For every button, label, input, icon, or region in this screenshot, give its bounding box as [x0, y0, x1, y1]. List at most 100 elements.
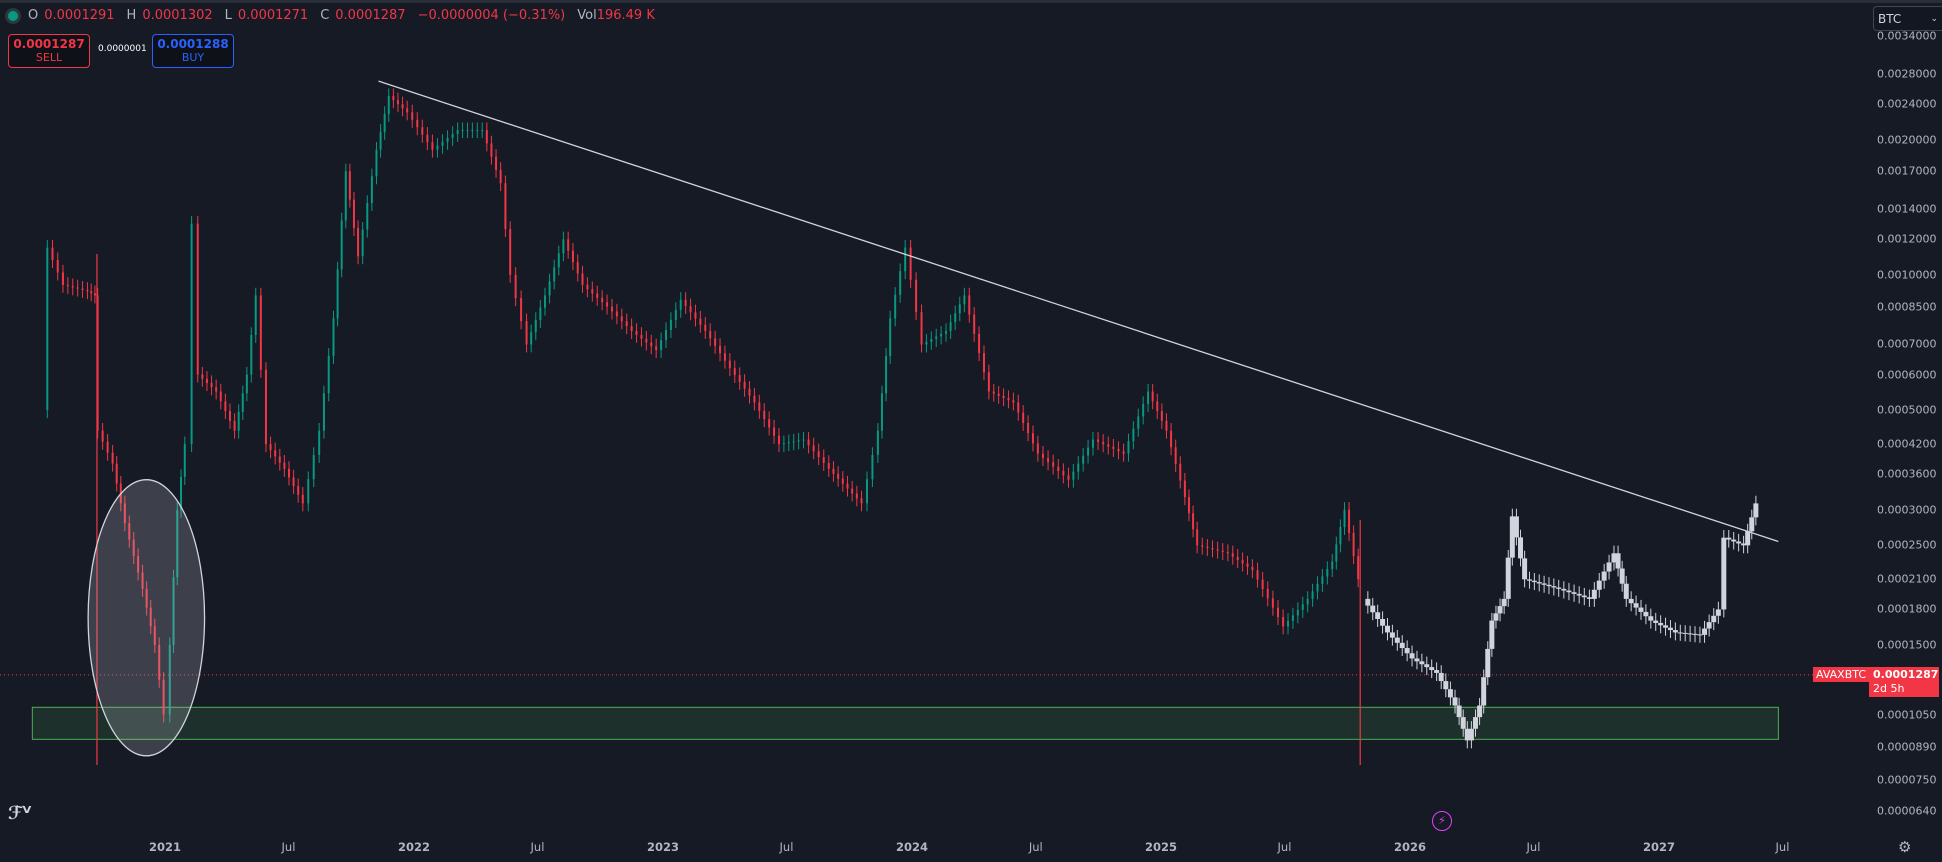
currency-select[interactable]: BTC ⌄	[1873, 6, 1942, 31]
candle	[461, 130, 464, 132]
candle	[860, 498, 863, 504]
lightning-icon[interactable]: ⚡	[1432, 811, 1452, 831]
projection-bar	[1518, 537, 1524, 559]
projection-bar	[1447, 689, 1453, 698]
candle	[1165, 420, 1168, 431]
spread-value: 0.0000001	[98, 44, 147, 54]
candle	[827, 462, 830, 469]
candle	[426, 134, 429, 143]
settings-icon[interactable]: ⚙	[1898, 838, 1912, 856]
y-tick-label: 0.0010000	[1877, 268, 1937, 282]
candle	[431, 142, 434, 150]
candle	[361, 229, 364, 257]
y-tick-label: 0.0006000	[1877, 368, 1937, 382]
candle	[476, 130, 479, 132]
projection-bar	[1566, 590, 1572, 593]
candle	[768, 419, 771, 428]
candle	[679, 299, 682, 310]
candle	[846, 483, 849, 489]
candle	[436, 145, 439, 150]
buy-button[interactable]: 0.0001288 BUY	[152, 34, 234, 68]
candle	[111, 452, 114, 464]
candle	[485, 130, 488, 144]
projection-bar	[1731, 539, 1737, 542]
candle	[982, 353, 985, 373]
candle	[714, 338, 717, 346]
candle	[1072, 471, 1075, 480]
projection-bar	[1505, 557, 1511, 599]
projection-bar	[1753, 503, 1759, 518]
candle	[172, 577, 175, 646]
projection-bar	[1434, 670, 1440, 673]
candle	[421, 127, 424, 135]
projection-bar	[1667, 627, 1673, 631]
candle	[1226, 551, 1229, 554]
candle	[132, 539, 135, 557]
projection-bar	[1658, 622, 1664, 626]
candle	[1187, 497, 1190, 514]
candle	[1287, 620, 1290, 627]
candle	[841, 478, 844, 484]
projection-bar	[1715, 609, 1721, 616]
candle	[392, 96, 395, 101]
candle	[885, 355, 888, 394]
candle	[71, 286, 74, 288]
candle	[495, 156, 498, 170]
candle	[196, 223, 199, 375]
candle	[401, 104, 404, 109]
candle	[264, 369, 267, 445]
candle	[51, 247, 54, 261]
candle	[963, 295, 966, 305]
candle	[210, 383, 213, 388]
candle	[1047, 457, 1050, 463]
candle	[233, 420, 236, 431]
y-tick-label: 0.0017000	[1877, 164, 1937, 178]
candle	[920, 312, 923, 345]
projection-bar	[1509, 516, 1515, 558]
y-tick-label: 0.0000750	[1877, 773, 1937, 787]
candle	[241, 393, 244, 412]
candle	[499, 169, 502, 184]
candle	[297, 486, 300, 495]
top-border	[0, 0, 1942, 3]
candle	[591, 289, 594, 294]
symbol-price-tag: AVAXBTC	[1813, 667, 1870, 682]
candle	[709, 331, 712, 339]
candle	[278, 456, 281, 463]
candle	[219, 391, 222, 402]
candle	[1127, 441, 1130, 454]
candle	[1216, 549, 1219, 551]
candle	[832, 468, 835, 474]
candle	[162, 679, 165, 715]
candle	[101, 430, 104, 442]
candle	[817, 451, 820, 458]
projection-bar	[1606, 562, 1612, 572]
candle	[1031, 433, 1034, 444]
projection-bar	[1551, 586, 1557, 588]
candle	[416, 119, 419, 128]
projection-bar	[1692, 633, 1698, 635]
candle	[446, 137, 449, 142]
candle	[183, 444, 186, 477]
candle	[1251, 566, 1254, 571]
candle	[1311, 591, 1314, 599]
sell-button[interactable]: 0.0001287 SELL	[8, 34, 90, 68]
candle	[1192, 513, 1195, 530]
projection-bar	[1468, 728, 1474, 741]
projection-bar	[1513, 516, 1519, 538]
candle	[553, 267, 556, 282]
y-tick-label: 0.0001050	[1877, 708, 1937, 722]
candle	[1112, 446, 1115, 449]
projection-bar	[1638, 607, 1644, 612]
candle	[655, 346, 658, 351]
candle	[352, 199, 355, 228]
current-price-tag: 0.0001287 2d 5h	[1869, 667, 1939, 697]
tradingview-logo[interactable]: ℱⱽ	[8, 803, 32, 824]
candle	[1211, 547, 1214, 550]
current-price: 0.0001287	[1873, 668, 1939, 681]
projection-bar	[1653, 620, 1659, 623]
candle	[1201, 545, 1204, 547]
candle	[128, 523, 131, 540]
candle	[56, 260, 59, 273]
